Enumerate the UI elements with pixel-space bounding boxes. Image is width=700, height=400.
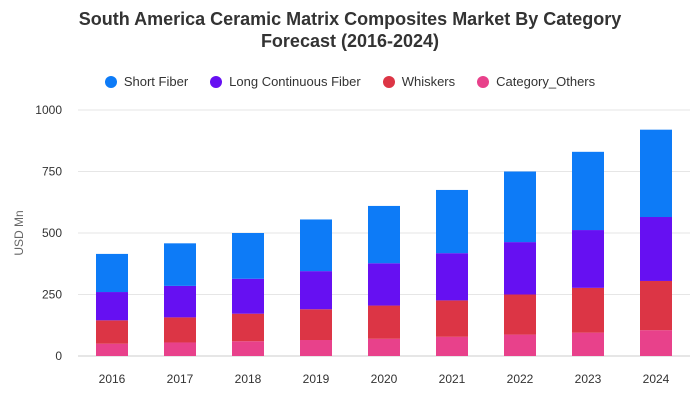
y-tick-label-1000: 1000 — [35, 103, 62, 117]
bar-short-fiber-2016[interactable] — [96, 253, 128, 293]
legend-item-short-fiber[interactable]: Short Fiber — [104, 74, 189, 89]
bar-whiskers-2023[interactable] — [572, 287, 604, 333]
y-axis-label: USD Mn — [12, 210, 26, 255]
bar-category-others-2020[interactable] — [368, 338, 400, 356]
legend-swatch-short-fiber — [104, 75, 117, 88]
bar-short-fiber-2021[interactable] — [436, 189, 468, 254]
bar-whiskers-2017[interactable] — [164, 317, 196, 343]
x-tick-label-2019: 2019 — [303, 372, 330, 386]
bar-long-continuous-fiber-2021[interactable] — [436, 253, 468, 301]
x-tick-label-2021: 2021 — [439, 372, 466, 386]
legend-item-long-continuous-fiber[interactable]: Long Continuous Fiber — [210, 74, 361, 89]
bar-whiskers-2018[interactable] — [232, 313, 264, 342]
bar-short-fiber-2017[interactable] — [164, 243, 196, 286]
bar-long-continuous-fiber-2022[interactable] — [504, 242, 536, 295]
y-tick-label-250: 250 — [42, 288, 62, 302]
x-tick-label-2024: 2024 — [643, 372, 670, 386]
bar-short-fiber-2018[interactable] — [232, 233, 264, 279]
y-tick-label-750: 750 — [42, 165, 62, 179]
bar-short-fiber-2024[interactable] — [640, 129, 672, 218]
legend-item-whiskers[interactable]: Whiskers — [382, 74, 456, 89]
legend-label-short-fiber: Short Fiber — [123, 74, 189, 89]
bar-long-continuous-fiber-2023[interactable] — [572, 230, 604, 288]
bar-category-others-2022[interactable] — [504, 334, 536, 356]
bar-whiskers-2016[interactable] — [96, 320, 128, 344]
bar-category-others-2023[interactable] — [572, 332, 604, 356]
bar-short-fiber-2023[interactable] — [572, 151, 604, 231]
legend-label-whiskers: Whiskers — [401, 74, 456, 89]
x-tick-label-2018: 2018 — [235, 372, 262, 386]
y-tick-label-500: 500 — [42, 226, 62, 240]
bar-category-others-2019[interactable] — [300, 340, 332, 356]
chart-title-line-1: South America Ceramic Matrix Composites … — [78, 9, 622, 29]
legend-swatch-whiskers — [382, 75, 395, 88]
bar-long-continuous-fiber-2018[interactable] — [232, 278, 264, 314]
bar-long-continuous-fiber-2020[interactable] — [368, 263, 400, 306]
bar-long-continuous-fiber-2024[interactable] — [640, 217, 672, 281]
bar-long-continuous-fiber-2016[interactable] — [96, 292, 128, 321]
legend-label-long-continuous-fiber: Long Continuous Fiber — [229, 74, 361, 89]
bar-whiskers-2022[interactable] — [504, 294, 536, 335]
bar-short-fiber-2022[interactable] — [504, 171, 536, 243]
bar-category-others-2024[interactable] — [640, 330, 672, 356]
legend-swatch-category-others — [477, 75, 490, 88]
bar-category-others-2018[interactable] — [232, 341, 264, 356]
x-tick-label-2020: 2020 — [371, 372, 398, 386]
bar-category-others-2021[interactable] — [436, 336, 468, 356]
bar-category-others-2017[interactable] — [164, 342, 196, 356]
x-tick-label-2016: 2016 — [99, 372, 126, 386]
x-tick-label-2022: 2022 — [507, 372, 534, 386]
bar-short-fiber-2020[interactable] — [368, 205, 400, 264]
chart-title-line-2: Forecast (2016-2024) — [260, 31, 440, 51]
chart-legend: Short Fiber Long Continuous Fiber Whiske… — [0, 74, 700, 89]
x-tick-label-2017: 2017 — [167, 372, 194, 386]
legend-label-category-others: Category_Others — [496, 74, 596, 89]
y-tick-label-0: 0 — [55, 349, 62, 363]
legend-item-category-others[interactable]: Category_Others — [477, 74, 595, 89]
chart-title: South America Ceramic Matrix Composites … — [0, 8, 700, 52]
bar-long-continuous-fiber-2019[interactable] — [300, 271, 332, 310]
bar-whiskers-2019[interactable] — [300, 309, 332, 341]
bar-whiskers-2024[interactable] — [640, 280, 672, 331]
bar-short-fiber-2019[interactable] — [300, 219, 332, 272]
legend-swatch-long-continuous-fiber — [210, 75, 223, 88]
bar-long-continuous-fiber-2017[interactable] — [164, 285, 196, 318]
bar-whiskers-2020[interactable] — [368, 305, 400, 339]
bar-category-others-2016[interactable] — [96, 343, 128, 356]
bar-whiskers-2021[interactable] — [436, 300, 468, 337]
x-tick-label-2023: 2023 — [575, 372, 602, 386]
